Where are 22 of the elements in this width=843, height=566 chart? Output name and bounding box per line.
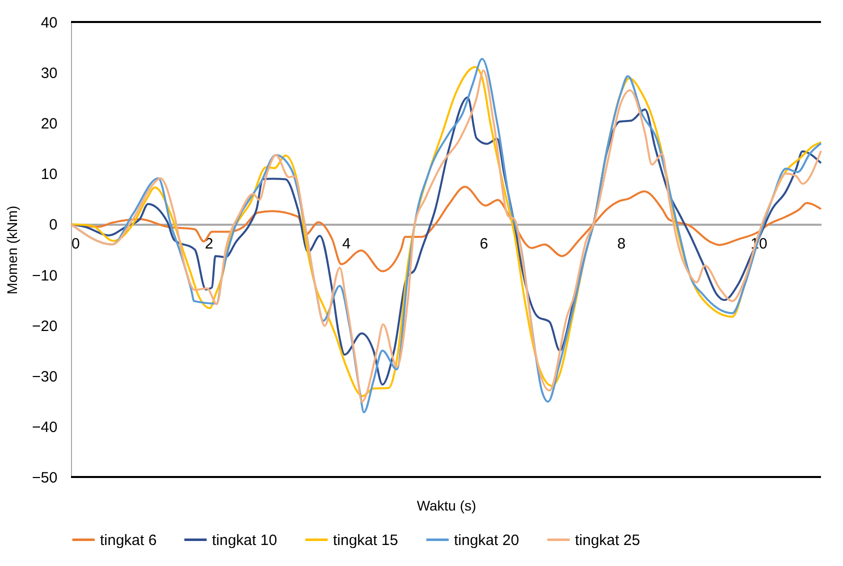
y-axis-title: Momen (kNm) — [4, 206, 20, 294]
x-tick-label: 4 — [342, 236, 351, 253]
x-tick-label: 0 — [72, 236, 80, 253]
y-tick-label: −40 — [32, 418, 58, 436]
y-tick-label: 0 — [49, 216, 58, 234]
x-axis-title: Waktu (s) — [416, 498, 476, 514]
y-tick-label: −20 — [32, 318, 58, 335]
legend-label: tingkat 25 — [575, 532, 640, 549]
y-tick-label: −50 — [32, 470, 58, 486]
x-tick-label: 2 — [204, 236, 214, 253]
y-tick-label: 20 — [40, 116, 58, 133]
y-tick-label: −10 — [32, 267, 58, 284]
y-tick-label: 10 — [40, 166, 58, 184]
x-tick-label: 6 — [480, 236, 488, 253]
legend-label: tingkat 10 — [212, 532, 278, 549]
y-tick-label: 30 — [40, 65, 58, 82]
y-tick-label: 40 — [40, 14, 58, 32]
legend-label: tingkat 15 — [333, 532, 398, 549]
y-tick-label: −30 — [32, 368, 58, 386]
x-tick-label: 8 — [617, 236, 626, 253]
legend-label: tingkat 6 — [100, 532, 157, 549]
legend-label: tingkat 20 — [454, 532, 520, 549]
